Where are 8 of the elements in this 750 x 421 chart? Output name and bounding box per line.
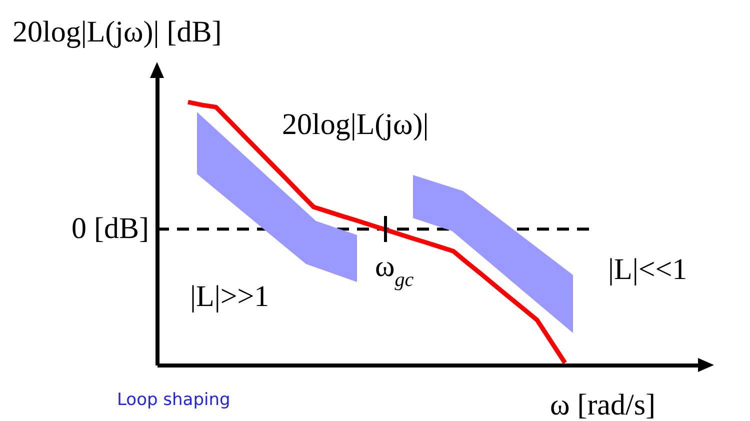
ref-line-label: 0 [dB] xyxy=(72,212,149,246)
annotation: |L|>>1 xyxy=(190,280,270,313)
annotation: 20log|L(jω)| xyxy=(282,108,429,141)
x-axis-title: ω [rad/s] xyxy=(550,388,656,421)
text: |L|<<1 xyxy=(608,253,688,286)
y-axis-title: 20log|L(jω)| [dB] xyxy=(12,16,222,48)
text: Loop shaping xyxy=(117,390,230,410)
annotation: ω$_{gc}$ xyxy=(375,250,414,291)
